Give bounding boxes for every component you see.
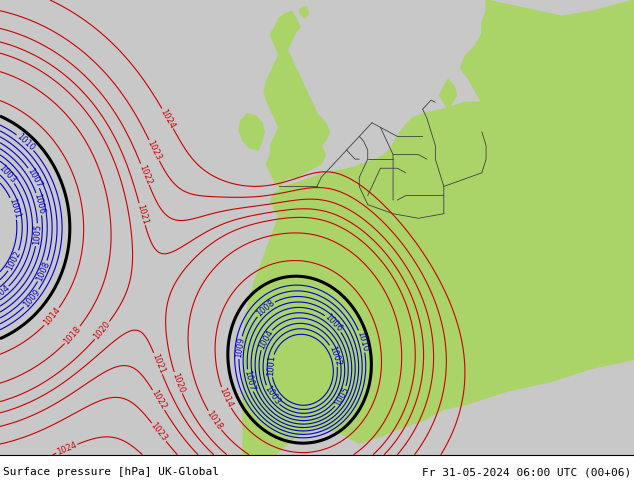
Text: 1001: 1001 [7,197,22,220]
Polygon shape [243,0,634,455]
Polygon shape [439,79,456,109]
Text: 1022: 1022 [149,389,168,411]
Text: 1021: 1021 [135,203,149,225]
Text: Fr 31-05-2024 06:00 UTC (00+06): Fr 31-05-2024 06:00 UTC (00+06) [422,467,631,477]
Text: 1005: 1005 [333,385,351,408]
Text: 1021: 1021 [150,352,166,375]
Polygon shape [300,7,309,18]
Text: 1006: 1006 [323,313,344,334]
Text: 1008: 1008 [34,260,51,283]
Text: 1018: 1018 [205,409,224,432]
Text: 1023: 1023 [149,421,169,443]
Polygon shape [264,11,330,191]
Text: 1024: 1024 [158,107,177,130]
Text: 1005: 1005 [32,224,42,245]
Text: 1024: 1024 [55,441,78,457]
Text: 1009: 1009 [22,288,42,310]
Text: 1018: 1018 [62,324,83,346]
Text: 1004: 1004 [257,328,275,351]
Text: 1020: 1020 [92,319,112,342]
Text: 1010: 1010 [355,330,370,353]
Text: 1014: 1014 [217,386,235,409]
Text: 1007: 1007 [25,167,43,189]
Text: 1001: 1001 [266,355,277,377]
Text: 1010: 1010 [15,132,36,153]
Text: 1003: 1003 [0,164,17,185]
Text: 1020: 1020 [170,371,186,394]
Text: Surface pressure [hPa] UK-Global: Surface pressure [hPa] UK-Global [3,467,219,477]
Text: 1002: 1002 [5,249,23,272]
Text: 1022: 1022 [137,163,153,186]
Text: 1009: 1009 [234,337,245,359]
Text: 1014: 1014 [42,306,62,328]
Polygon shape [239,114,264,150]
Text: 1008: 1008 [254,298,276,319]
Polygon shape [461,0,602,205]
Text: 1003: 1003 [262,384,281,407]
Text: 1004: 1004 [0,283,11,304]
Text: 1006: 1006 [32,193,46,215]
Text: 1007: 1007 [243,369,257,392]
Text: 1023: 1023 [145,139,163,162]
Text: 1002: 1002 [327,344,342,367]
